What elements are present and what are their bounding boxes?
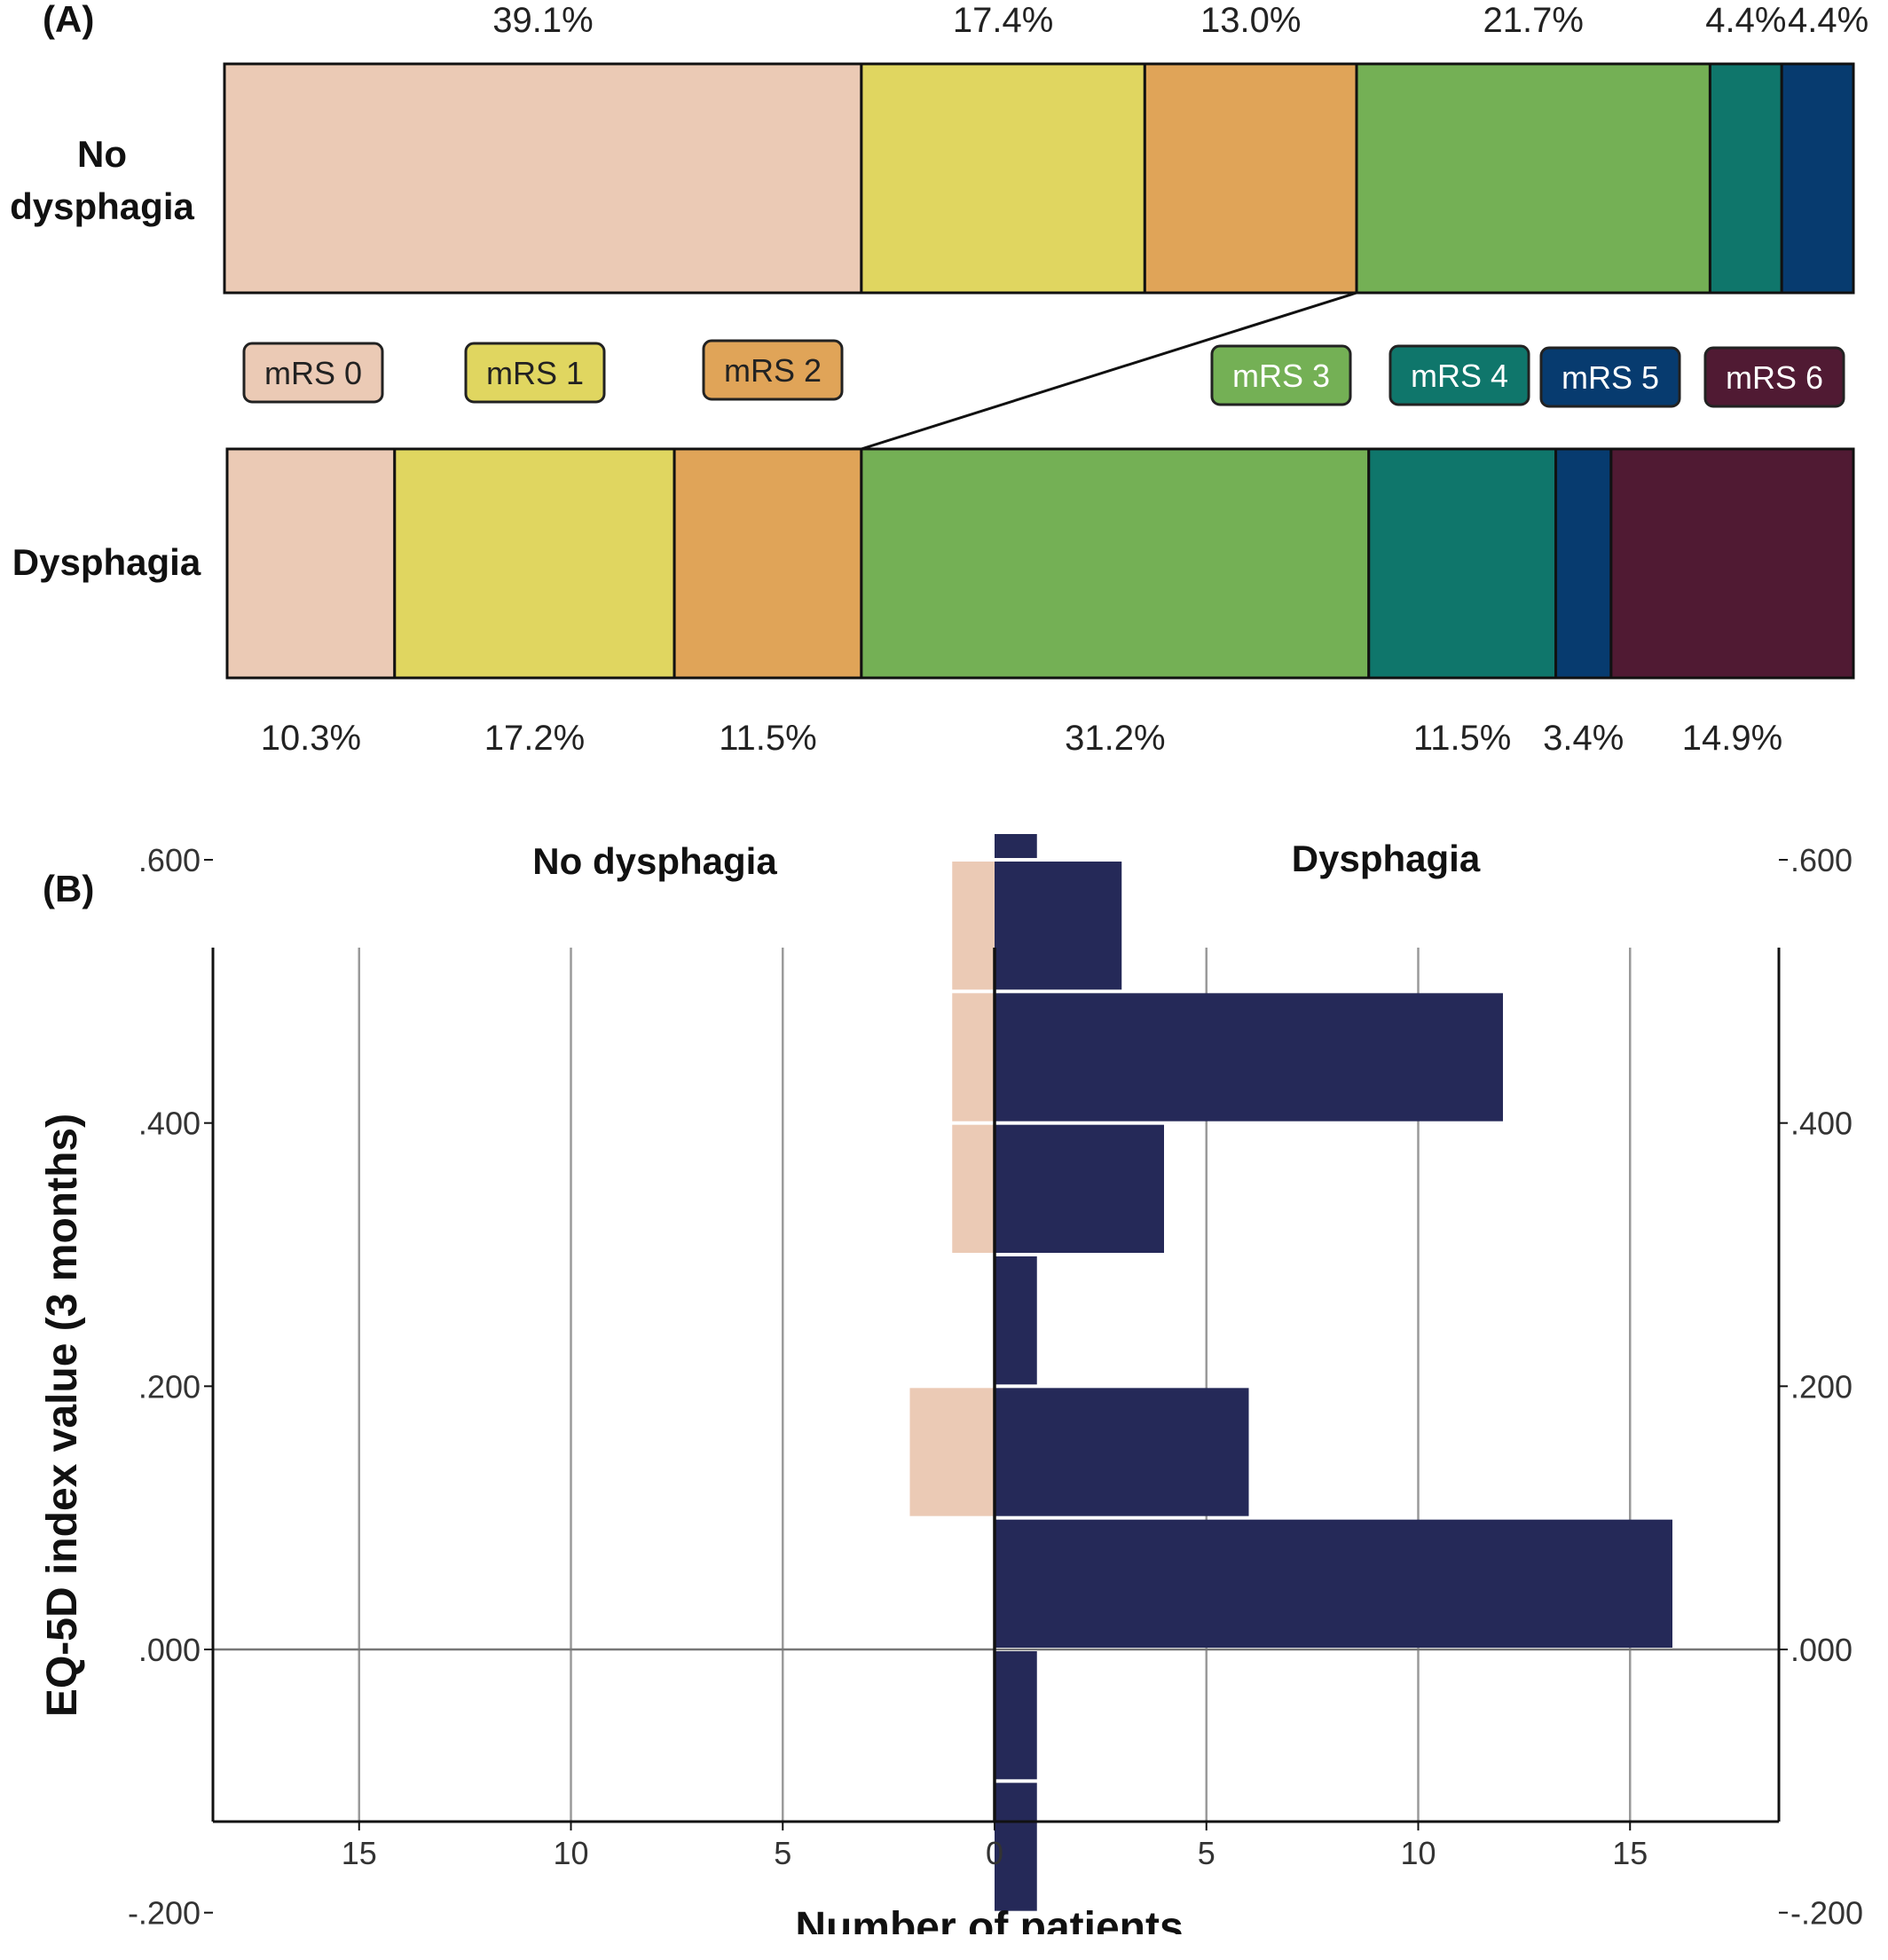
- legend-label-mrs4: mRS 4: [1411, 358, 1508, 394]
- legend-swatch-mrs0: [242, 342, 384, 404]
- legend-swatch-mrs5: [1539, 346, 1681, 408]
- x-tick-label: 5: [774, 1835, 791, 1871]
- legend-item-mrs2: mRS 2: [702, 339, 844, 401]
- y-tick-label-right: .000: [1790, 1632, 1853, 1668]
- legend-label-mrs5: mRS 5: [1562, 359, 1659, 396]
- segment-no-dysphagia-mrs0: [223, 62, 863, 295]
- y-tick-label-right: .400: [1790, 1106, 1853, 1142]
- segment-dysphagia-mrs4: [1367, 447, 1558, 680]
- y-axis-title: EQ-5D index value (3 months): [39, 1114, 86, 1717]
- y-tick-label-left: .000: [138, 1632, 201, 1668]
- legend-label-mrs2: mRS 2: [724, 352, 822, 389]
- segment-dysphagia-mrs6: [1609, 447, 1855, 680]
- data-label-dysphagia-mrs6: 14.9%: [1682, 719, 1782, 758]
- segment-dysphagia-mrs0: [225, 447, 397, 680]
- x-tick-label: 10: [553, 1835, 588, 1871]
- bar-no-dysphagia-bin-8: [909, 1388, 995, 1516]
- bar-dysphagia-bin-6: [995, 1124, 1164, 1254]
- legend-label-mrs3: mRS 3: [1232, 358, 1330, 394]
- bar-no-dysphagia-bin-4: [952, 862, 995, 990]
- segment-dysphagia-mrs5: [1554, 447, 1613, 680]
- bar-no-dysphagia-bin-6: [952, 1124, 995, 1254]
- data-label-no-dysphagia-mrs5: 4.4%: [1788, 1, 1868, 40]
- legend-swatch-mrs4: [1388, 344, 1530, 406]
- y-tick-label-right: .200: [1790, 1368, 1853, 1405]
- data-label-dysphagia-mrs2: 11.5%: [719, 719, 816, 758]
- data-label-dysphagia-mrs0: 10.3%: [261, 719, 361, 758]
- segment-dysphagia-mrs2: [673, 447, 863, 680]
- legend-swatch-mrs1: [464, 342, 606, 404]
- legend-swatch-mrs2: [702, 339, 844, 401]
- row-label-dysphagia: Dysphagia: [12, 541, 201, 583]
- data-label-no-dysphagia-mrs0: 39.1%: [492, 1, 593, 40]
- data-label-no-dysphagia-mrs3: 21.7%: [1483, 1, 1584, 40]
- legend-swatch-mrs3: [1210, 344, 1352, 406]
- y-tick-label-left: .200: [138, 1368, 201, 1405]
- legend-item-mrs0: mRS 0: [242, 342, 384, 404]
- row-label-no-dysphagia: dysphagia: [10, 185, 194, 227]
- legend-item-mrs4: mRS 4: [1388, 344, 1530, 406]
- data-label-dysphagia-mrs4: 11.5%: [1413, 719, 1511, 758]
- bar-dysphagia-bin-5: [995, 993, 1503, 1122]
- y-tick-label-right: -.200: [1790, 1895, 1863, 1932]
- x-tick-label: 15: [342, 1835, 377, 1871]
- segment-dysphagia-mrs3: [860, 447, 1371, 680]
- y-tick-label-left: .600: [138, 842, 201, 878]
- data-label-dysphagia-mrs1: 17.2%: [484, 719, 585, 758]
- x-axis-title: Number of patients: [795, 1904, 1183, 1934]
- bar-dysphagia-bin-9: [995, 1519, 1672, 1648]
- legend-item-mrs1: mRS 1: [464, 342, 606, 404]
- x-tick-label: 15: [1612, 1835, 1648, 1871]
- group-title-right: Dysphagia: [1292, 838, 1481, 879]
- segment-no-dysphagia-mrs3: [1355, 62, 1711, 295]
- connector-line: [861, 291, 1357, 451]
- data-label-no-dysphagia-mrs2: 13.0%: [1200, 1, 1301, 40]
- bar-dysphagia-bin-10: [995, 1651, 1037, 1780]
- segment-no-dysphagia-mrs2: [1143, 62, 1358, 295]
- data-label-dysphagia-mrs5: 3.4%: [1543, 719, 1624, 758]
- bar-dysphagia-bin-11: [995, 1783, 1037, 1911]
- bar-dysphagia-bin-4: [995, 862, 1122, 990]
- segment-dysphagia-mrs1: [393, 447, 676, 680]
- panel-b-label: (B): [43, 868, 95, 909]
- legend-swatch-mrs6: [1703, 346, 1845, 408]
- row-label-no-dysphagia: No: [77, 133, 127, 175]
- y-tick-label-left: .400: [138, 1106, 201, 1142]
- bar-dysphagia-bin-3: [995, 834, 1037, 859]
- segment-no-dysphagia-mrs1: [860, 62, 1146, 295]
- legend-label-mrs6: mRS 6: [1726, 359, 1823, 396]
- y-tick-label-left: -.200: [128, 1895, 201, 1932]
- y-tick-label-right: .600: [1790, 842, 1853, 878]
- legend-item-mrs3: mRS 3: [1210, 344, 1352, 406]
- bar-no-dysphagia-bin-5: [952, 993, 995, 1122]
- legend-item-mrs5: mRS 5: [1539, 346, 1681, 408]
- mrs-stacked-bar-chart: 39.1% 17.4% 13.0% 21.7% 4.4% 4.4% No dysphagia 1…: [10, 1, 1868, 758]
- bar-dysphagia-bin-8: [995, 1388, 1249, 1516]
- legend-label-mrs0: mRS 0: [264, 355, 362, 391]
- x-tick-label: 5: [1198, 1835, 1215, 1871]
- group-title-left: No dysphagia: [532, 840, 777, 882]
- legend-item-mrs6: mRS 6: [1703, 346, 1845, 408]
- data-label-no-dysphagia-mrs1: 17.4%: [953, 1, 1053, 40]
- data-label-no-dysphagia-mrs4: 4.4%: [1705, 1, 1786, 40]
- legend-label-mrs1: mRS 1: [486, 355, 584, 391]
- data-label-dysphagia-mrs3: 31.2%: [1065, 719, 1165, 758]
- x-tick-label: 0: [986, 1835, 1003, 1871]
- x-tick-label: 10: [1400, 1835, 1436, 1871]
- segment-no-dysphagia-mrs4: [1708, 62, 1783, 295]
- bar-dysphagia-bin-7: [995, 1256, 1037, 1385]
- eq5d-back-to-back-histogram: 1.0001.000.800.800.600.600.400.400.200.2…: [39, 834, 1863, 1934]
- segment-no-dysphagia-mrs5: [1780, 62, 1855, 295]
- panel-a-label: (A): [43, 0, 95, 40]
